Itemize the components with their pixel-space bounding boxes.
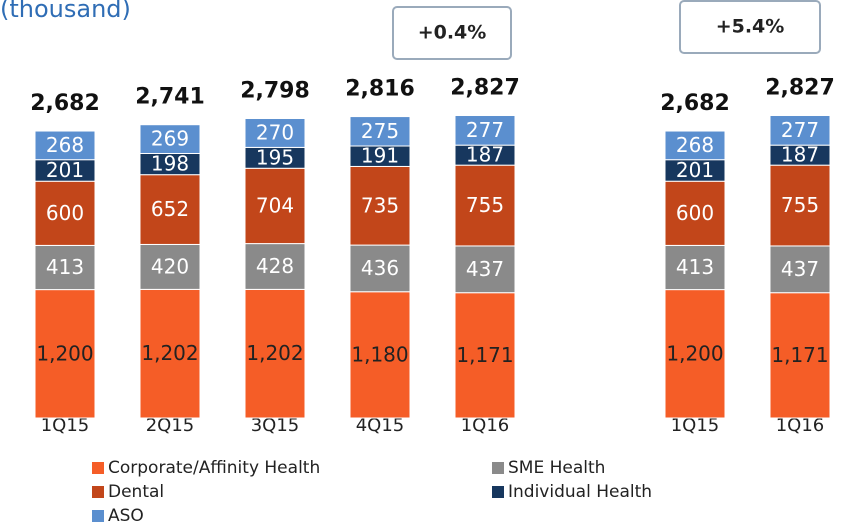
data-label: 201	[676, 158, 714, 182]
bar-segment	[139, 174, 201, 245]
bar-segment	[244, 118, 306, 148]
x-tick-label: 1Q15	[671, 415, 720, 436]
legend-label: Individual Health	[508, 482, 652, 502]
data-label: 268	[46, 133, 84, 157]
total-label: 2,682	[660, 91, 730, 116]
total-label: 2,827	[450, 76, 520, 101]
x-tick-label: 4Q15	[356, 415, 405, 436]
data-label: 187	[781, 143, 819, 167]
bar-segment	[664, 244, 726, 291]
x-tick-label: 1Q16	[776, 415, 825, 436]
bar-segment	[349, 244, 411, 293]
x-tick-label: 1Q15	[41, 415, 90, 436]
data-label: 269	[151, 127, 189, 151]
data-label: 428	[256, 254, 294, 278]
x-tick-label: 1Q16	[461, 415, 510, 436]
total-label: 2,798	[240, 79, 310, 104]
legend-label: SME Health	[508, 458, 605, 478]
bar-segment	[454, 245, 516, 294]
data-label: 187	[466, 143, 504, 167]
bar-segment	[34, 180, 96, 246]
data-label: 191	[361, 144, 399, 168]
bar-segment	[769, 292, 831, 419]
annotation: +0.4%	[418, 22, 487, 44]
data-label: 755	[781, 193, 819, 217]
bar-segment	[244, 243, 306, 290]
x-tick-label: 2Q15	[146, 415, 195, 436]
bar-segment	[454, 164, 516, 247]
bar-segment	[349, 291, 411, 419]
data-label: 413	[676, 255, 714, 279]
bar-segment	[244, 167, 306, 245]
data-label: 1,180	[351, 342, 408, 366]
data-label: 437	[466, 257, 504, 281]
legend-swatch	[92, 510, 104, 522]
data-label: 1,202	[141, 341, 198, 365]
total-label: 2,682	[30, 91, 100, 116]
legend-label: ASO	[108, 506, 144, 526]
total-label: 2,827	[765, 76, 835, 101]
data-label: 652	[151, 197, 189, 221]
total-label: 2,816	[345, 77, 415, 102]
bar-segment	[349, 165, 411, 246]
data-label: 600	[46, 201, 84, 225]
data-label: 195	[256, 145, 294, 169]
data-label: 735	[361, 193, 399, 217]
annotation: +5.4%	[716, 16, 785, 38]
data-label: 277	[781, 118, 819, 142]
data-label: 413	[46, 255, 84, 279]
data-label: 270	[256, 120, 294, 144]
data-label: 755	[466, 193, 504, 217]
bar-segment	[139, 243, 201, 290]
legend-swatch	[92, 462, 104, 474]
data-label: 201	[46, 158, 84, 182]
data-label: 437	[781, 257, 819, 281]
legend-swatch	[492, 486, 504, 498]
bar-segment	[664, 180, 726, 246]
data-label: 420	[151, 254, 189, 278]
data-label: 1,200	[666, 341, 723, 365]
data-label: 436	[361, 256, 399, 280]
legend-label: Dental	[108, 482, 164, 502]
data-label: 198	[151, 152, 189, 176]
data-label: 1,171	[771, 343, 828, 367]
bar-segment	[139, 288, 201, 419]
legend-swatch	[92, 486, 104, 498]
bar-segment	[454, 115, 516, 146]
annotation-box	[392, 6, 512, 60]
bar-segment	[34, 289, 96, 419]
data-label: 704	[256, 193, 294, 217]
data-label: 1,202	[246, 341, 303, 365]
data-label: 268	[676, 133, 714, 157]
annotation-box	[679, 0, 821, 54]
data-label: 277	[466, 118, 504, 142]
data-label: 1,200	[36, 341, 93, 365]
bar-segment	[769, 115, 831, 146]
total-label: 2,741	[135, 85, 205, 110]
bar-segment	[34, 130, 96, 161]
data-label: 275	[361, 119, 399, 143]
bar-segment	[349, 116, 411, 147]
x-tick-label: 3Q15	[251, 415, 300, 436]
legend-label: Corporate/Affinity Health	[108, 458, 320, 478]
bar-segment	[244, 288, 306, 419]
chart-title: (thousand)	[0, 0, 131, 23]
bar-segment	[664, 130, 726, 161]
bar-segment	[34, 244, 96, 291]
bar-segment	[139, 124, 201, 154]
bar-segment	[664, 289, 726, 419]
data-label: 1,171	[456, 343, 513, 367]
legend-swatch	[492, 462, 504, 474]
data-label: 600	[676, 201, 714, 225]
